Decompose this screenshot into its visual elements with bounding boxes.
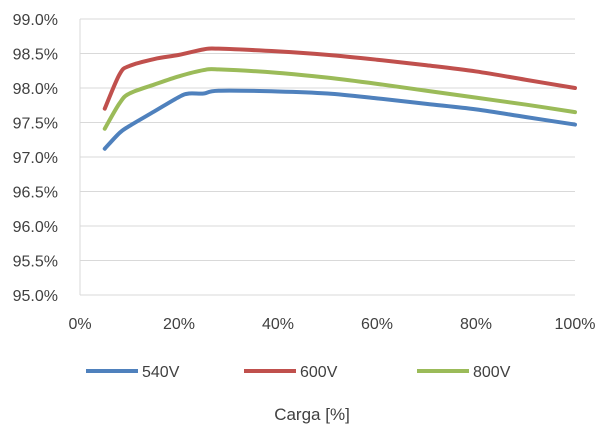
y-axis-tick-labels: 95.0% 95.5% 96.0% 96.5% 97.0% 97.5% 98.0% 98.5%… (13, 12, 58, 305)
y-tick-label: 95.0% (13, 288, 58, 305)
grid-lines (79, 18, 575, 296)
legend-item-800v: 800V (417, 364, 511, 381)
series-line-600v (102, 46, 577, 111)
x-tick-label: 20% (163, 316, 195, 333)
x-tick-label: 80% (460, 316, 492, 333)
y-tick-label: 98.0% (13, 81, 58, 98)
y-tick-label: 95.5% (13, 254, 58, 271)
x-tick-label: 40% (262, 316, 294, 333)
y-tick-label: 96.5% (13, 185, 58, 202)
x-axis-title: Carga [%] (274, 405, 350, 424)
y-tick-label: 98.5% (13, 47, 58, 64)
y-tick-label: 99.0% (13, 12, 58, 29)
legend-item-600v: 600V (244, 364, 338, 381)
series-line-540v (102, 88, 577, 151)
y-tick-label: 96.0% (13, 219, 58, 236)
x-axis-tick-labels: 0% 20% 40% 60% 80% 100% (68, 316, 595, 333)
x-tick-label: 100% (555, 316, 596, 333)
legend-label: 600V (300, 364, 338, 381)
data-series (102, 46, 577, 151)
legend-label: 540V (142, 364, 180, 381)
y-tick-label: 97.5% (13, 116, 58, 133)
legend-item-540v: 540V (86, 364, 180, 381)
x-tick-label: 60% (361, 316, 393, 333)
series-line-800v (102, 67, 577, 131)
y-tick-label: 97.0% (13, 150, 58, 167)
legend: 540V 600V 800V (86, 364, 511, 381)
x-tick-label: 0% (68, 316, 91, 333)
legend-label: 800V (473, 364, 511, 381)
